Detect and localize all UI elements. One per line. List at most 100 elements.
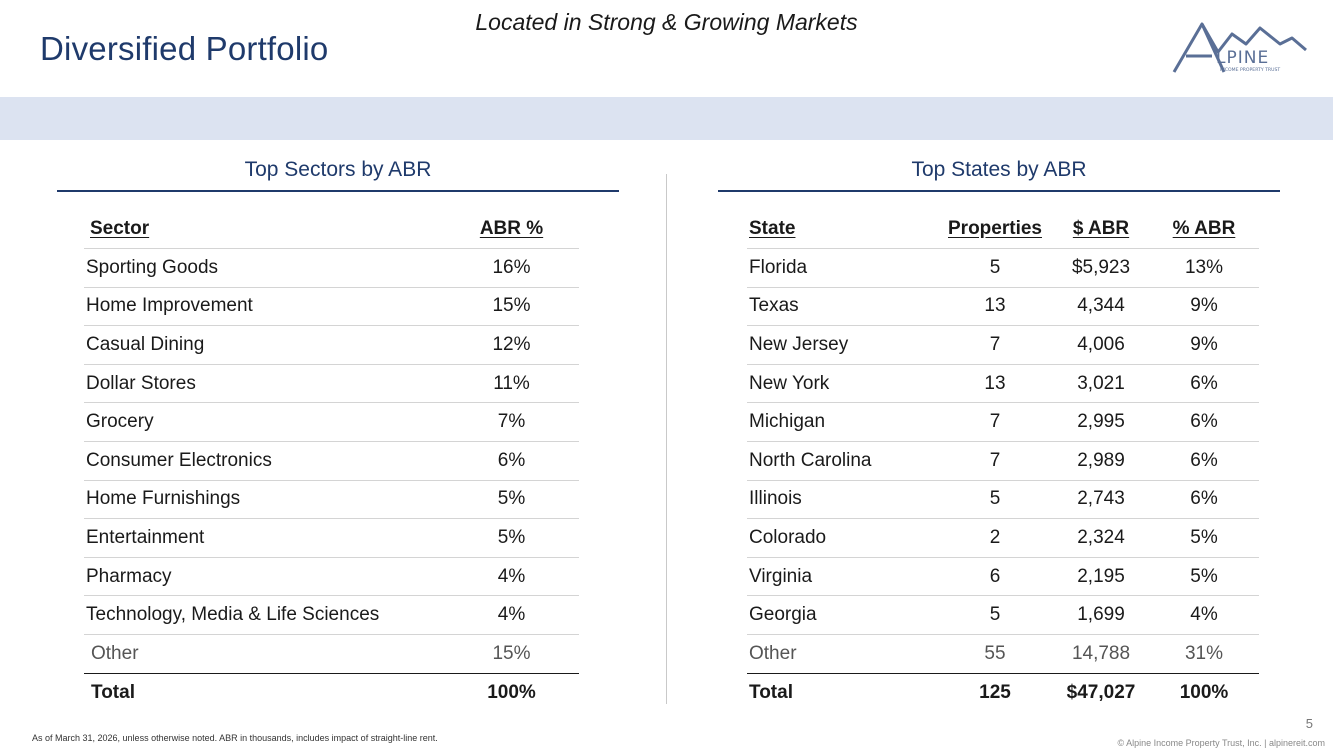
column-divider <box>666 174 667 704</box>
total-label: Total <box>84 672 444 712</box>
sector-abr: 7% <box>444 402 579 442</box>
col-header-abr-pct: ABR % <box>479 218 544 240</box>
state-properties: 7 <box>937 402 1053 442</box>
state-pct-abr: 6% <box>1149 402 1259 442</box>
sector-name: Other <box>84 634 444 674</box>
sector-abr: 15% <box>444 286 579 326</box>
state-dollar-abr: 2,995 <box>1053 402 1149 442</box>
state-pct-abr: 4% <box>1149 595 1259 635</box>
col-header-state: State <box>749 218 796 240</box>
sectors-heading-rule <box>57 190 619 192</box>
sector-abr: 16% <box>444 248 579 288</box>
state-name: Other <box>747 634 937 674</box>
col-header-dollar-abr: $ ABR <box>1072 218 1130 240</box>
sector-abr: 11% <box>444 363 579 403</box>
state-name: Texas <box>747 286 937 326</box>
table-row: Virginia 6 2,195 5% <box>747 556 1259 596</box>
sector-name: Grocery <box>84 402 444 442</box>
state-dollar-abr: 2,195 <box>1053 556 1149 596</box>
state-dollar-abr: 4,006 <box>1053 325 1149 365</box>
sectors-table: Sector ABR % Sporting Goods 16% Home Impr… <box>84 210 579 712</box>
table-row: Colorado 2 2,324 5% <box>747 518 1259 558</box>
total-abr: 100% <box>444 672 579 712</box>
sector-abr: 4% <box>444 595 579 635</box>
state-properties: 7 <box>937 325 1053 365</box>
state-dollar-abr: 3,021 <box>1053 363 1149 403</box>
table-row: Casual Dining 12% <box>84 325 579 365</box>
total-properties: 125 <box>937 672 1053 712</box>
sector-abr: 5% <box>444 518 579 558</box>
state-dollar-abr: 2,743 <box>1053 479 1149 519</box>
table-row: Entertainment 5% <box>84 518 579 558</box>
state-name: Georgia <box>747 595 937 635</box>
table-row: Dollar Stores 11% <box>84 363 579 403</box>
col-header-pct-abr: % ABR <box>1172 218 1236 240</box>
state-properties: 7 <box>937 441 1053 481</box>
sector-abr: 15% <box>444 634 579 674</box>
table-row: New York 13 3,021 6% <box>747 363 1259 403</box>
states-heading-rule <box>718 190 1280 192</box>
alpine-logo: LPINE INCOME PROPERTY TRUST <box>1172 22 1307 73</box>
sector-abr: 5% <box>444 479 579 519</box>
sector-abr: 6% <box>444 441 579 481</box>
col-header-properties: Properties <box>948 218 1042 240</box>
total-label: Total <box>747 672 937 712</box>
table-row: Sporting Goods 16% <box>84 248 579 288</box>
sector-name: Pharmacy <box>84 556 444 596</box>
banner-text: Located in Strong & Growing Markets <box>475 9 858 35</box>
state-name: Florida <box>747 248 937 288</box>
state-properties: 13 <box>937 286 1053 326</box>
table-row: New Jersey 7 4,006 9% <box>747 325 1259 365</box>
table-row: Pharmacy 4% <box>84 556 579 596</box>
total-dollar-abr: $47,027 <box>1053 672 1149 712</box>
state-pct-abr: 6% <box>1149 441 1259 481</box>
state-pct-abr: 5% <box>1149 518 1259 558</box>
state-properties: 2 <box>937 518 1053 558</box>
state-properties: 55 <box>937 634 1053 674</box>
state-properties: 6 <box>937 556 1053 596</box>
table-row: Home Furnishings 5% <box>84 479 579 519</box>
state-dollar-abr: 2,989 <box>1053 441 1149 481</box>
table-row-other: Other 55 14,788 31% <box>747 634 1259 674</box>
table-row: Georgia 5 1,699 4% <box>747 595 1259 635</box>
state-name: Michigan <box>747 402 937 442</box>
state-pct-abr: 9% <box>1149 286 1259 326</box>
table-row-total: Total 100% <box>84 672 579 712</box>
sectors-heading: Top Sectors by ABR <box>244 158 432 181</box>
state-dollar-abr: 1,699 <box>1053 595 1149 635</box>
sector-name: Home Furnishings <box>84 479 444 519</box>
footnote: As of March 31, 2026, unless otherwise n… <box>32 733 438 743</box>
state-name: Illinois <box>747 479 937 519</box>
sector-name: Home Improvement <box>84 286 444 326</box>
table-row: Michigan 7 2,995 6% <box>747 402 1259 442</box>
sector-name: Entertainment <box>84 518 444 558</box>
sector-name: Consumer Electronics <box>84 441 444 481</box>
sector-abr: 4% <box>444 556 579 596</box>
states-table: State Properties $ ABR % ABR Florida 5 $5,… <box>747 210 1259 712</box>
page-number: 5 <box>1305 716 1313 731</box>
state-pct-abr: 13% <box>1149 248 1259 288</box>
state-name: North Carolina <box>747 441 937 481</box>
sector-name: Dollar Stores <box>84 363 444 403</box>
state-name: New Jersey <box>747 325 937 365</box>
state-dollar-abr: 4,344 <box>1053 286 1149 326</box>
state-pct-abr: 5% <box>1149 556 1259 596</box>
state-name: New York <box>747 363 937 403</box>
total-pct-abr: 100% <box>1149 672 1259 712</box>
state-name: Colorado <box>747 518 937 558</box>
state-dollar-abr: 2,324 <box>1053 518 1149 558</box>
table-row: Grocery 7% <box>84 402 579 442</box>
table-row: North Carolina 7 2,989 6% <box>747 441 1259 481</box>
sector-name: Technology, Media & Life Sciences <box>84 595 444 635</box>
states-heading: Top States by ABR <box>911 158 1087 181</box>
logo-wordmark: LPINE <box>1216 48 1269 68</box>
state-dollar-abr: $5,923 <box>1053 248 1149 288</box>
state-properties: 5 <box>937 595 1053 635</box>
table-row: Texas 13 4,344 9% <box>747 286 1259 326</box>
table-row: Home Improvement 15% <box>84 286 579 326</box>
table-row-other: Other 15% <box>84 634 579 674</box>
page-title: Diversified Portfolio <box>40 30 329 67</box>
table-row-total: Total 125 $47,027 100% <box>747 672 1259 712</box>
copyright: © Alpine Income Property Trust, Inc. | a… <box>1117 738 1325 748</box>
sector-abr: 12% <box>444 325 579 365</box>
